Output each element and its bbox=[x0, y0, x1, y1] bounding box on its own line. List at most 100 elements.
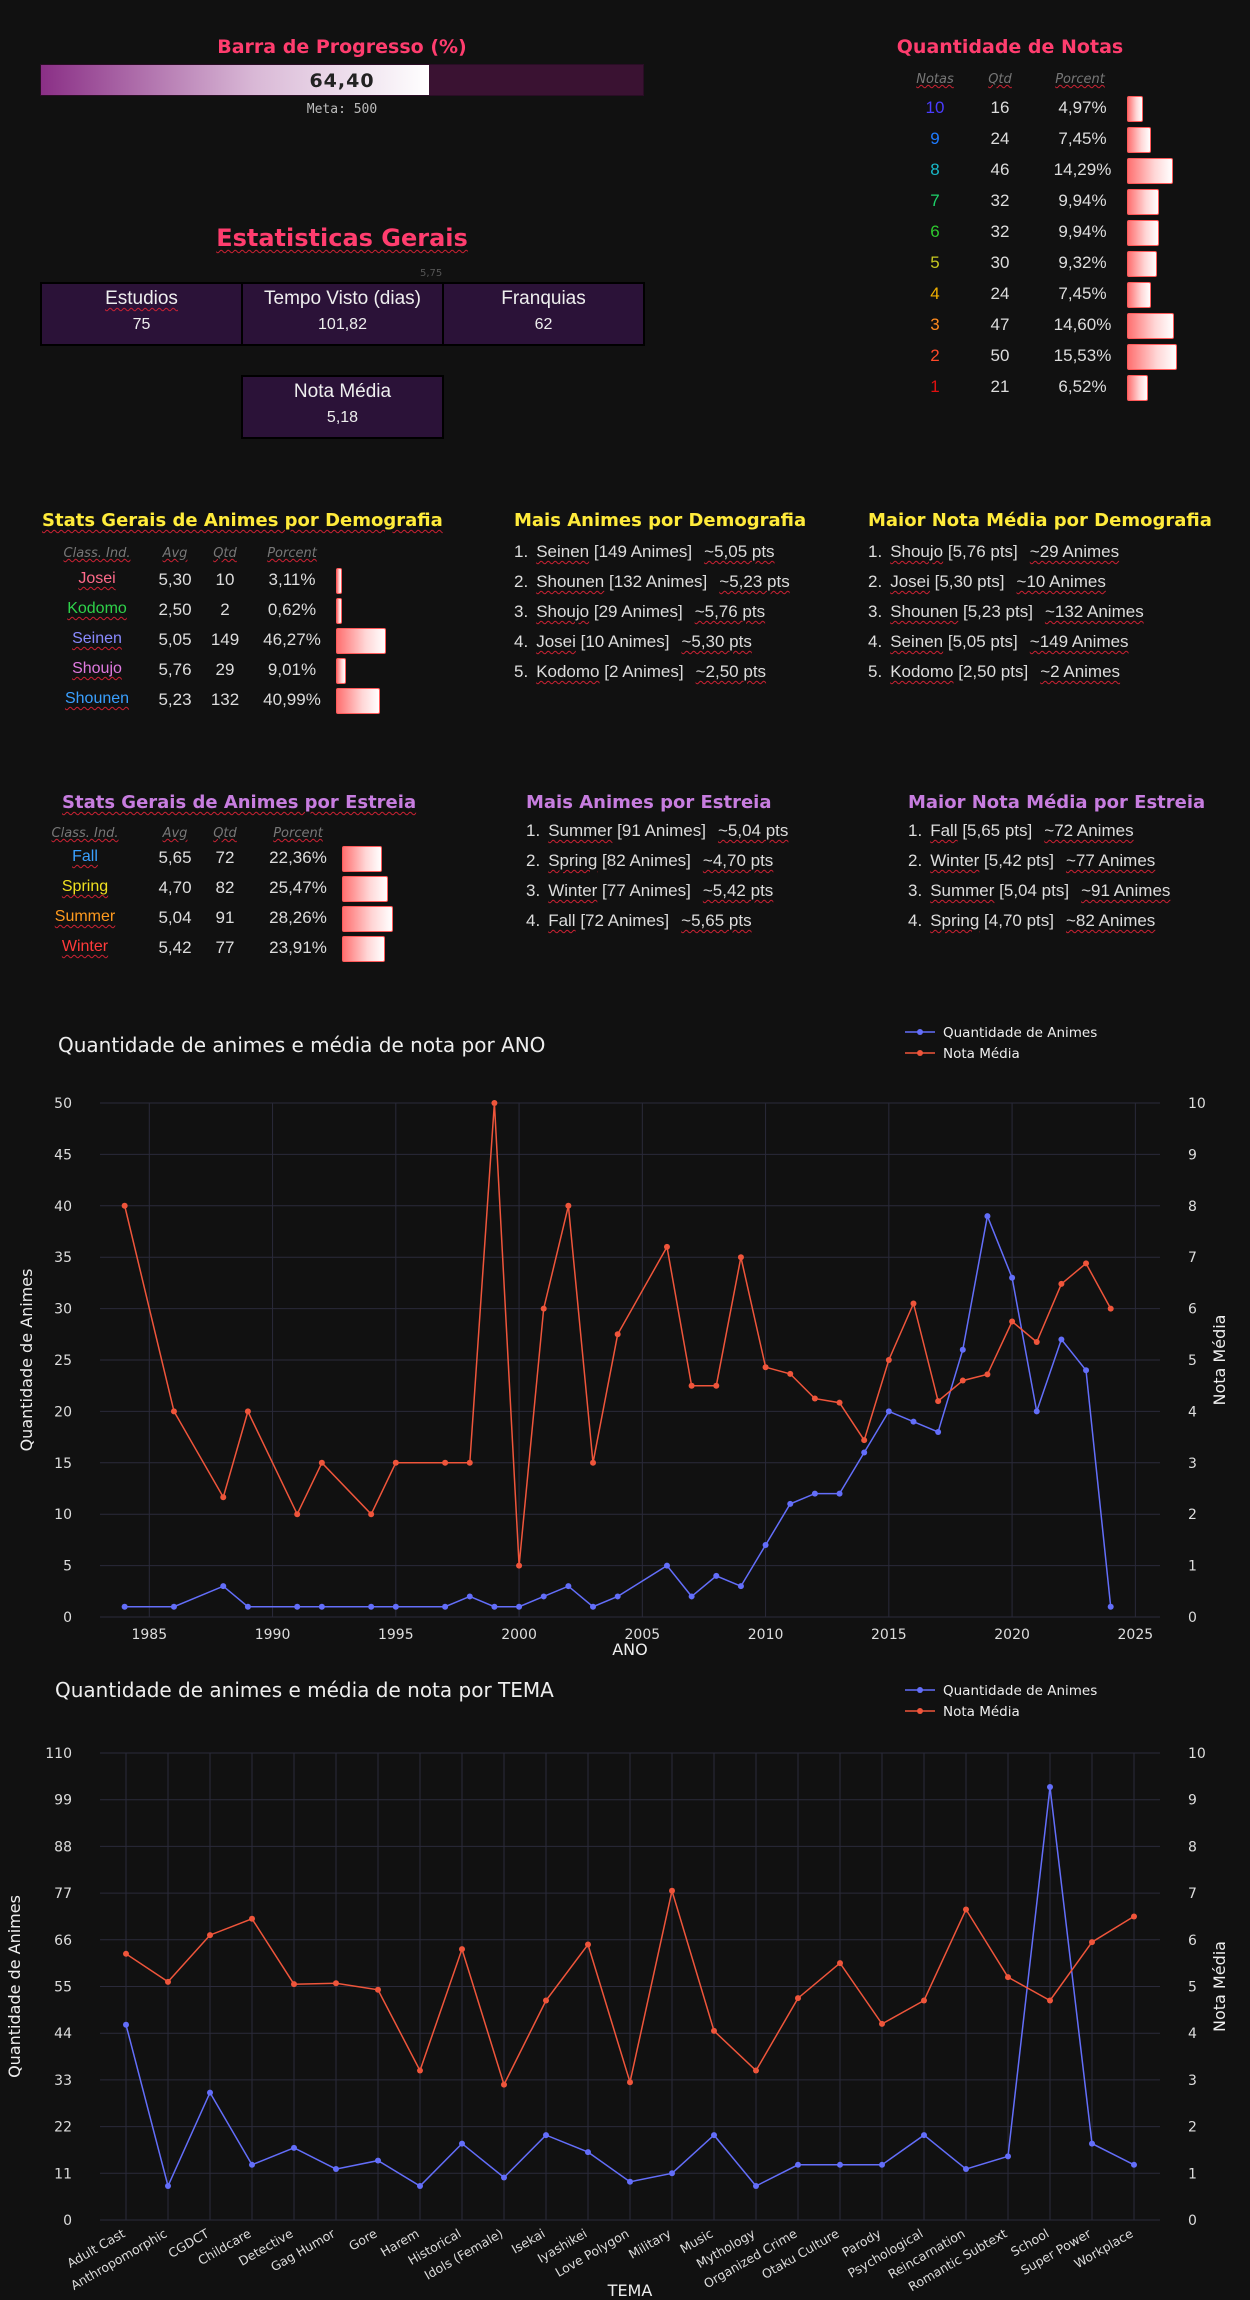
progress-value: 64,40 bbox=[309, 70, 375, 92]
series-point-nota bbox=[1033, 1339, 1040, 1346]
stat-nota-media-label: Nota Média bbox=[293, 381, 392, 402]
series-point-quantidade bbox=[491, 1603, 498, 1610]
rank-name: Seinen bbox=[890, 632, 944, 651]
stat-franquias-label: Franquias bbox=[501, 288, 586, 309]
rank-number: 1. bbox=[526, 821, 541, 840]
estreia-row-bar bbox=[342, 846, 383, 872]
series-point-nota bbox=[207, 1932, 213, 1939]
y2-tick-label: 0 bbox=[1188, 1610, 1197, 1626]
y2-tick-label: 4 bbox=[1188, 1404, 1197, 1420]
demografia-row-name: Kodomo bbox=[67, 600, 127, 617]
series-point-nota bbox=[1005, 1974, 1011, 1981]
rank-detail: [91 Animes] bbox=[612, 821, 706, 840]
estreia-row-avg: 5,04 bbox=[158, 908, 192, 927]
demografia-header-2: Qtd bbox=[213, 546, 237, 561]
rank-detail: [5,05 pts] bbox=[943, 632, 1018, 651]
rank-name: Fall bbox=[548, 911, 576, 930]
series-point-nota bbox=[811, 1395, 818, 1402]
series-point-nota bbox=[669, 1887, 675, 1894]
y2-tick-label: 4 bbox=[1188, 2026, 1197, 2042]
y2-tick-label: 8 bbox=[1188, 1839, 1197, 1855]
stat-estudios-value: 75 bbox=[132, 316, 151, 333]
y-tick-label: 33 bbox=[54, 2073, 72, 2089]
rank-list-item: 3. Summer [5,04 pts] ~91 Animes bbox=[908, 881, 1170, 901]
rank-list-item: 2. Spring [82 Animes] ~4,70 pts bbox=[526, 851, 773, 871]
series-point-nota bbox=[921, 1997, 927, 2004]
rank-name: Winter bbox=[930, 851, 980, 870]
y2-tick-label: 6 bbox=[1188, 1933, 1197, 1949]
series-point-quantidade bbox=[711, 2132, 717, 2139]
y-tick-label: 11 bbox=[54, 2166, 72, 2182]
progress-fill bbox=[41, 65, 429, 95]
legend-label: Quantidade de Animes bbox=[943, 1025, 1097, 1041]
series-point-nota bbox=[491, 1100, 498, 1106]
notas-row-bar bbox=[1127, 344, 1178, 370]
rank-list-item: 4. Josei [10 Animes] ~5,30 pts bbox=[514, 632, 752, 652]
y2-tick-label: 7 bbox=[1188, 1886, 1197, 1902]
rank-number: 2. bbox=[514, 572, 529, 591]
estreia-row-name: Summer bbox=[54, 908, 116, 925]
demografia-row-bar bbox=[336, 658, 346, 684]
rank-number: 2. bbox=[526, 851, 541, 870]
notas-row-pct: 14,60% bbox=[1053, 315, 1112, 334]
series-point-quantidade bbox=[811, 1490, 818, 1497]
rank-extra: ~29 Animes bbox=[1029, 542, 1120, 561]
series-point-quantidade bbox=[935, 1428, 942, 1435]
stat-nota-media: Nota Média 5,18 bbox=[241, 375, 444, 439]
series-point-nota bbox=[885, 1357, 892, 1363]
demografia-row-name: Shounen bbox=[64, 690, 130, 707]
stat-estudios-label: Estudios bbox=[105, 288, 178, 309]
estreia-header-3: Porcent bbox=[273, 826, 323, 841]
series-point-nota bbox=[614, 1331, 621, 1338]
series-point-nota bbox=[459, 1946, 465, 1953]
rank-list-item: 1. Fall [5,65 pts] ~72 Animes bbox=[908, 821, 1134, 841]
series-point-nota bbox=[762, 1364, 769, 1371]
series-point-quantidade bbox=[1058, 1336, 1065, 1343]
rank-detail: [77 Animes] bbox=[597, 881, 691, 900]
rank-list-item: 4. Seinen [5,05 pts] ~149 Animes bbox=[868, 632, 1129, 652]
series-point-quantidade bbox=[585, 2149, 591, 2156]
series-point-nota bbox=[375, 1986, 381, 1993]
series-point-quantidade bbox=[291, 2144, 297, 2151]
notas-row-qtd: 30 bbox=[990, 253, 1010, 272]
y2-tick-label: 8 bbox=[1188, 1199, 1197, 1215]
estreia-row-qtd: 82 bbox=[215, 878, 235, 897]
rank-extra: ~10 Animes bbox=[1016, 572, 1106, 591]
series-point-nota bbox=[627, 2079, 633, 2086]
notas-row-pct: 7,45% bbox=[1058, 129, 1107, 148]
rank-number: 3. bbox=[514, 602, 529, 621]
series-point-nota bbox=[294, 1511, 301, 1518]
series-point-quantidade bbox=[368, 1603, 375, 1610]
series-point-quantidade bbox=[885, 1408, 892, 1415]
series-point-quantidade bbox=[501, 2174, 507, 2181]
notas-row-pct: 14,29% bbox=[1053, 160, 1112, 179]
series-point-quantidade bbox=[1033, 1408, 1040, 1415]
series-point-quantidade bbox=[417, 2183, 423, 2190]
rank-extra: ~5,04 pts bbox=[717, 821, 789, 840]
notas-row-qtd: 21 bbox=[990, 377, 1010, 396]
series-point-quantidade bbox=[959, 1346, 966, 1353]
series-point-quantidade bbox=[1107, 1603, 1114, 1610]
rank-detail: [29 Animes] bbox=[589, 602, 683, 621]
legend-marker bbox=[917, 1050, 923, 1056]
series-point-nota bbox=[333, 1980, 339, 1987]
rank-list-item: 3. Shounen [5,23 pts] ~132 Animes bbox=[868, 602, 1144, 622]
rank-number: 2. bbox=[868, 572, 883, 591]
rank-extra: ~5,23 pts bbox=[719, 572, 790, 591]
rank-name: Josei bbox=[890, 572, 930, 591]
legend-marker bbox=[917, 1687, 923, 1693]
rank-extra: ~5,30 pts bbox=[681, 632, 752, 651]
series-point-nota bbox=[121, 1202, 128, 1209]
series-point-quantidade bbox=[963, 2166, 969, 2173]
estreia-row-bar bbox=[342, 906, 393, 932]
x-tick-label: 2000 bbox=[501, 1627, 537, 1643]
notas-row-bar bbox=[1127, 189, 1160, 215]
rank-name: Josei bbox=[536, 632, 576, 651]
demografia-row-pct: 3,11% bbox=[268, 570, 316, 589]
rank-detail: [5,30 pts] bbox=[929, 572, 1005, 591]
y-tick-label: 35 bbox=[54, 1250, 72, 1266]
series-point-nota bbox=[565, 1202, 572, 1209]
demografia-header-1: Avg bbox=[162, 546, 188, 561]
demografia-row-avg: 5,30 bbox=[158, 570, 192, 589]
